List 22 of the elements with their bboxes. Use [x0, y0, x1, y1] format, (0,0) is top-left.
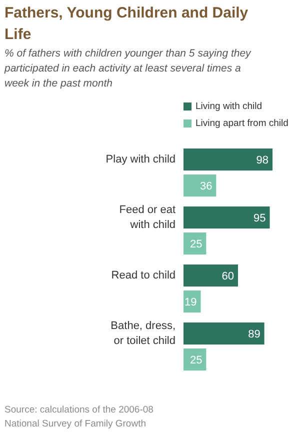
bar [184, 174, 216, 196]
legend-label: Living apart from child [196, 118, 288, 129]
legend-label: Living with child [196, 101, 262, 112]
bar [184, 264, 238, 286]
y-tick-label: Read to child [111, 270, 176, 282]
source-note: Source: calculations of the 2006-08 National Survey of Family Growth [4, 404, 154, 430]
bar [184, 148, 272, 170]
data-label: 25 [190, 354, 202, 366]
bar [184, 322, 264, 344]
data-label: 25 [190, 238, 202, 250]
data-label: 89 [248, 328, 260, 340]
data-label: 36 [200, 180, 212, 192]
chart-subtitle: % of fathers with children younger than 5 saying they participated in each activity at least several times a week in the past month [4, 48, 252, 90]
data-label: 95 [254, 212, 266, 224]
bar [184, 206, 270, 228]
y-tick-label: Feed or eat with child [119, 204, 176, 231]
y-tick-label: Play with child [106, 154, 176, 166]
y-tick-label: Bathe, dress, or toilet child [110, 320, 176, 347]
data-label: 60 [222, 270, 234, 282]
chart-title: Fathers, Young Children and Daily Life [4, 4, 249, 43]
data-label: 98 [256, 154, 269, 166]
data-label: 19 [184, 296, 197, 308]
